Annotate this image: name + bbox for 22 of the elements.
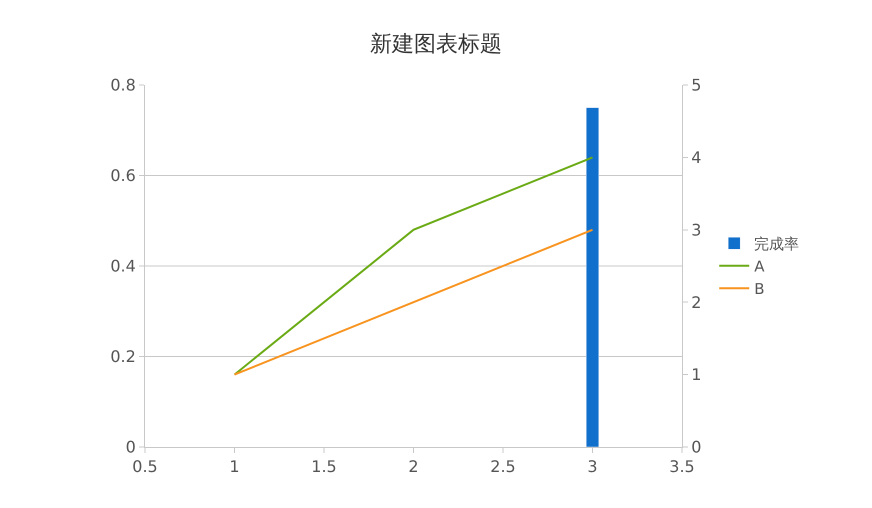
y2-tick-label: 3 bbox=[691, 220, 702, 240]
y2-tick-label: 2 bbox=[691, 292, 702, 312]
y2-tick-label: 5 bbox=[691, 76, 702, 95]
legend-label: A bbox=[754, 258, 766, 276]
y-tick-label: 0.4 bbox=[110, 256, 136, 276]
chart-title: 新建图表标题 bbox=[370, 32, 502, 57]
x-tick-label: 3 bbox=[587, 457, 598, 476]
y-tick-label: 0.6 bbox=[110, 166, 136, 186]
legend-label: 完成率 bbox=[754, 235, 800, 254]
x-tick-label: 1.5 bbox=[311, 457, 337, 476]
x-tick-label: 3.5 bbox=[669, 457, 695, 476]
y2-tick-label: 4 bbox=[691, 148, 702, 167]
x-tick-label: 1 bbox=[229, 457, 240, 476]
y-tick-label: 0.8 bbox=[110, 76, 136, 95]
x-tick-label: 2 bbox=[408, 457, 419, 476]
legend-label: B bbox=[754, 280, 765, 298]
x-tick-label: 2.5 bbox=[490, 457, 516, 476]
y-tick-label: 0 bbox=[126, 438, 136, 457]
x-tick-label: 0.5 bbox=[132, 457, 158, 476]
y-tick-label: 0.2 bbox=[110, 347, 136, 366]
y2-tick-label: 0 bbox=[691, 438, 702, 457]
y2-tick-label: 1 bbox=[691, 365, 702, 384]
